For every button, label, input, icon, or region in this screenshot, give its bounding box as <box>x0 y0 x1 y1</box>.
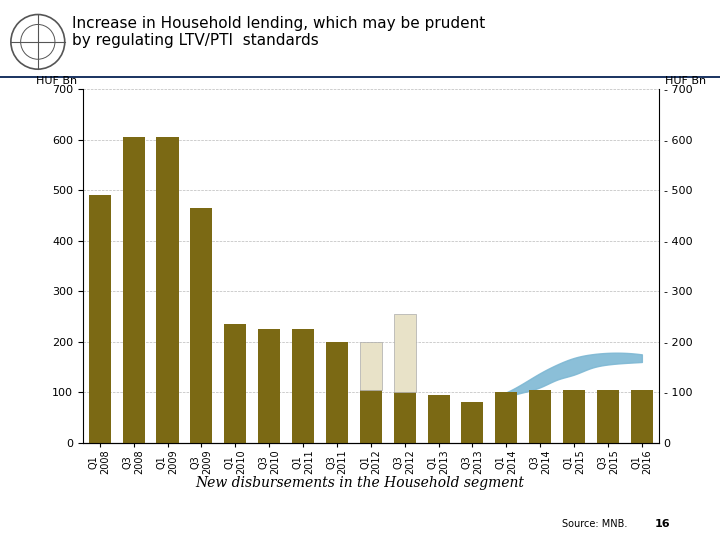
Text: 16: 16 <box>654 519 670 529</box>
Bar <box>495 392 518 443</box>
Bar <box>258 329 280 443</box>
Bar <box>190 208 212 443</box>
Bar <box>89 195 111 443</box>
Text: Increase in Household lending, which may be prudent
by regulating LTV/PTI  stand: Increase in Household lending, which may… <box>72 16 485 48</box>
Bar <box>428 395 449 443</box>
Bar <box>292 329 314 443</box>
Bar <box>394 392 415 443</box>
Bar <box>360 342 382 390</box>
Bar <box>122 137 145 443</box>
Bar <box>462 402 483 443</box>
Text: HUF Bn: HUF Bn <box>36 76 77 85</box>
Text: HUF Bn: HUF Bn <box>665 76 706 85</box>
Bar <box>597 390 619 443</box>
Text: Source: MNB.: Source: MNB. <box>562 519 627 529</box>
Bar <box>360 390 382 443</box>
Bar <box>156 137 179 443</box>
Bar <box>563 390 585 443</box>
Text: New disbursements in the Household segment: New disbursements in the Household segme… <box>196 476 524 490</box>
Bar <box>326 342 348 443</box>
Bar <box>394 314 415 392</box>
Bar <box>631 390 653 443</box>
Bar <box>224 324 246 443</box>
Bar <box>529 390 552 443</box>
